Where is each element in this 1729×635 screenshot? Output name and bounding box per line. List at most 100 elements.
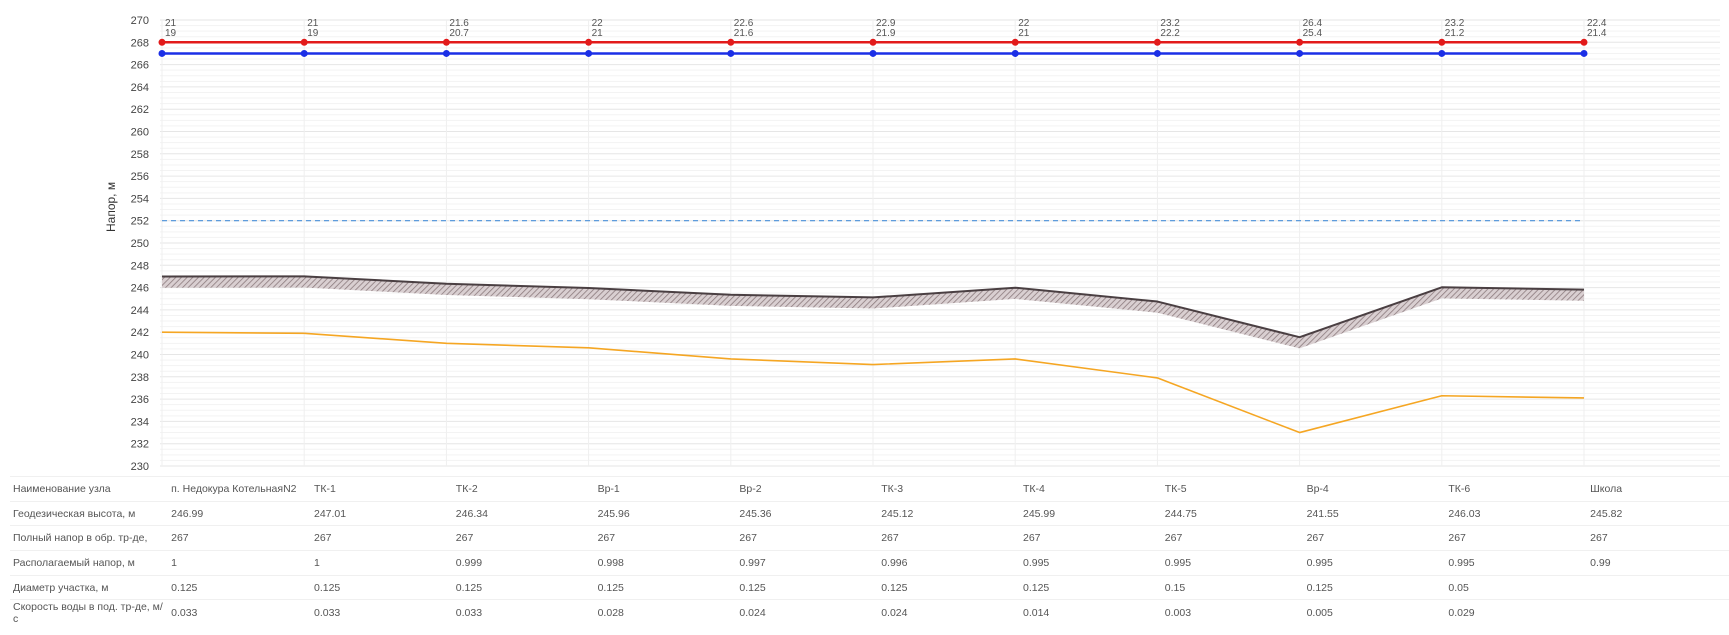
red-point	[727, 38, 735, 46]
table-cell: 241.55	[1303, 500, 1446, 526]
top-value-label: 23.2	[1445, 18, 1465, 29]
red-point	[1153, 38, 1161, 46]
second-value-label: 19	[165, 28, 177, 39]
table-row: Наименование узла п. Недокура КотельнаяN2…	[10, 476, 1729, 502]
y-tick-label: 236	[131, 394, 149, 406]
chart-grid	[160, 19, 1720, 467]
second-value-label: 21.2	[1445, 28, 1465, 39]
table-cell: 267	[311, 525, 453, 551]
second-value-label: 21.6	[734, 28, 754, 39]
blue-point	[727, 49, 735, 57]
table-cell: 0.125	[168, 574, 311, 600]
table-cell: 267	[594, 525, 737, 551]
row-label: Скорость воды в под. тр-де, м/с	[10, 599, 169, 625]
table-cell: 0.125	[1019, 574, 1162, 600]
table-cell: 0.998	[594, 550, 737, 576]
table-cell: 0.125	[452, 574, 595, 600]
row-label: Диаметр участка, м	[10, 574, 169, 600]
table-row: Располагаемый напор, м 1 1 0.999 0.998 0.997 0…	[10, 550, 1729, 576]
table-cell: 0.033	[311, 599, 453, 625]
table-cell: ТК-4	[1019, 476, 1162, 502]
second-value-label: 21	[1018, 28, 1030, 39]
top-value-label: 22.6	[734, 18, 754, 29]
table-cell: 0.029	[1445, 599, 1588, 625]
table-cell: 267	[1161, 525, 1304, 551]
table-cell: 245.96	[594, 500, 737, 526]
table-cell: 0.997	[736, 550, 879, 576]
top-value-label: 22	[1018, 18, 1030, 29]
row-label: Геодезическая высота, м	[10, 500, 169, 526]
table-cell: Школа	[1587, 476, 1729, 502]
blue-point	[1580, 49, 1588, 57]
top-value-label: 21.6	[449, 18, 469, 29]
table-cell: 246.99	[168, 500, 311, 526]
y-tick-label: 232	[131, 439, 149, 451]
table-cell: 247.01	[311, 500, 453, 526]
table-cell: 0.995	[1445, 550, 1588, 576]
table-cell: 0.15	[1161, 574, 1304, 600]
table-cell: 0.125	[878, 574, 1020, 600]
blue-point	[585, 49, 593, 57]
table-cell: 0.999	[452, 550, 595, 576]
top-value-label: 21	[307, 18, 319, 29]
second-value-label: 21.9	[876, 28, 896, 39]
y-tick-label: 264	[131, 82, 149, 94]
blue-point	[1296, 49, 1304, 57]
table-cell: 245.36	[736, 500, 879, 526]
table-cell: 1	[168, 550, 311, 576]
table-cell: 267	[168, 525, 311, 551]
table-cell: 267	[736, 525, 879, 551]
table-cell: Вр-4	[1303, 476, 1446, 502]
y-tick-label: 244	[131, 305, 149, 317]
top-value-label: 22	[592, 18, 604, 29]
table-cell: Вр-2	[736, 476, 879, 502]
y-tick-label: 240	[131, 350, 149, 362]
table-cell: 0.033	[168, 599, 311, 625]
red-point	[1580, 38, 1588, 46]
table-cell: 0.024	[736, 599, 879, 625]
blue-point	[158, 49, 166, 57]
red-point	[300, 38, 308, 46]
table-cell: ТК-5	[1161, 476, 1304, 502]
top-value-label: 23.2	[1160, 18, 1180, 29]
y-tick-label: 262	[131, 104, 149, 116]
table-cell: 0.125	[1303, 574, 1446, 600]
y-tick-label: 258	[131, 149, 149, 161]
table-cell: 245.12	[878, 500, 1020, 526]
table-cell: 245.99	[1019, 500, 1162, 526]
y-tick-label: 246	[131, 283, 149, 295]
table-cell: 267	[878, 525, 1020, 551]
second-value-label: 21.4	[1587, 28, 1607, 39]
second-value-label: 19	[307, 28, 319, 39]
table-cell: 1	[311, 550, 453, 576]
second-value-label: 20.7	[449, 28, 469, 39]
table-cell: Вр-1	[594, 476, 737, 502]
y-tick-label: 248	[131, 260, 149, 272]
ground-hatch	[162, 276, 1584, 349]
table-cell: 246.34	[452, 500, 595, 526]
y-axis-label: Напор, м	[104, 181, 118, 232]
table-cell: 0.125	[311, 574, 453, 600]
table-cell: 244.75	[1161, 500, 1304, 526]
y-tick-label: 234	[131, 416, 149, 428]
second-value-label: 21	[592, 28, 604, 39]
y-tick-label: 268	[131, 37, 149, 49]
blue-point	[869, 49, 877, 57]
table-cell: 0.05	[1445, 574, 1588, 600]
table-cell: ТК-2	[452, 476, 595, 502]
red-point	[1296, 38, 1304, 46]
node-info-table: Наименование узла п. Недокура КотельнаяN2…	[10, 476, 1729, 625]
blue-point	[1153, 49, 1161, 57]
table-row: Скорость воды в под. тр-де, м/с 0.033 0.03…	[10, 599, 1729, 625]
table-cell: 0.99	[1587, 550, 1729, 576]
row-label: Полный напор в обр. тр-де,	[10, 525, 169, 551]
table-cell: 0.014	[1019, 599, 1162, 625]
y-tick-label: 238	[131, 372, 149, 384]
table-cell: ТК-6	[1445, 476, 1588, 502]
y-tick-label: 254	[131, 193, 149, 205]
table-cell: 0.996	[878, 550, 1020, 576]
y-tick-label: 266	[131, 60, 149, 72]
table-cell: 267	[1587, 525, 1729, 551]
blue-point	[300, 49, 308, 57]
second-value-label: 25.4	[1303, 28, 1323, 39]
